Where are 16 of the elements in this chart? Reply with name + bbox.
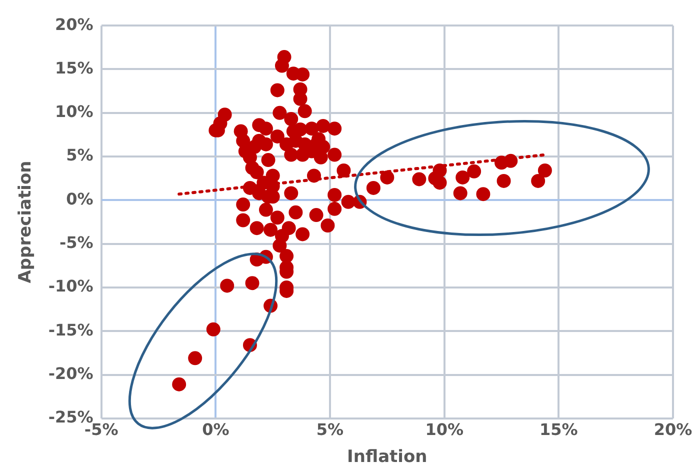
x-tick-label: 15% — [540, 420, 578, 440]
x-tick-label: 5% — [316, 420, 344, 440]
y-tick-label: 5% — [66, 146, 94, 165]
y-tick-label: -5% — [60, 232, 94, 252]
y-tick-label: 10% — [55, 102, 94, 122]
x-axis-title: Inflation — [347, 447, 428, 464]
y-axis-title: Appreciation — [16, 160, 36, 284]
y-tick-label: 0% — [66, 189, 94, 208]
y-tick-label: -20% — [48, 364, 94, 383]
x-tick-label: 20% — [654, 420, 692, 440]
y-tick-label: 20% — [55, 14, 94, 34]
y-tick-label: -15% — [48, 320, 94, 340]
x-tick-label: 0% — [202, 420, 230, 440]
y-tick-label: 15% — [55, 58, 94, 78]
y-tick-label: -10% — [48, 276, 94, 296]
x-tick-label: 10% — [425, 420, 464, 440]
